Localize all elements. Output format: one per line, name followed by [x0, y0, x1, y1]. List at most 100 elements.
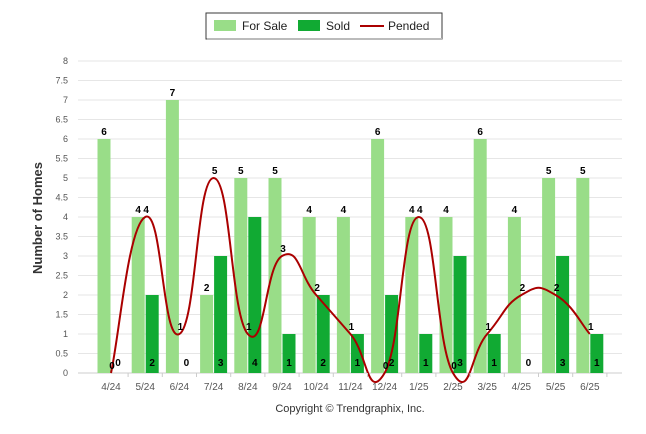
x-tick-label: 8/24 — [238, 382, 258, 393]
data-label-sold: 1 — [286, 358, 292, 369]
data-labels: 6042702354514241624143614053510415132104… — [101, 88, 600, 372]
y-tick-label: 0.5 — [55, 349, 68, 359]
data-label-for-sale: 4 — [135, 205, 141, 216]
data-label-sold: 1 — [491, 358, 497, 369]
pended-line — [110, 176, 591, 383]
y-tick-label: 2 — [63, 290, 68, 300]
bar-sold[interactable] — [487, 334, 501, 373]
data-label-for-sale: 7 — [170, 88, 176, 99]
data-label-pended: 1 — [588, 322, 594, 333]
y-tick-label: 1.5 — [55, 310, 68, 320]
x-tick-label: 9/24 — [272, 382, 292, 393]
legend[interactable]: For Sale Sold Pended — [205, 12, 443, 40]
data-label-pended: 2 — [314, 283, 320, 294]
y-tick-label: 3.5 — [55, 232, 68, 242]
data-label-pended: 4 — [143, 205, 149, 216]
y-tick-label: 4 — [63, 212, 68, 222]
bar-sold[interactable] — [214, 256, 228, 373]
data-label-sold: 0 — [184, 358, 190, 369]
bar-for-sale[interactable] — [165, 100, 179, 373]
data-label-pended: 5 — [212, 166, 218, 177]
legend-swatch — [298, 20, 320, 31]
x-tick-label: 1/25 — [409, 382, 429, 393]
bar-for-sale[interactable] — [200, 295, 214, 373]
data-label-sold: 1 — [423, 358, 429, 369]
data-label-sold: 3 — [457, 358, 463, 369]
data-label-pended: 1 — [246, 322, 252, 333]
legend-box — [205, 12, 443, 40]
x-tick-label: 6/24 — [170, 382, 190, 393]
y-tick-label: 2.5 — [55, 271, 68, 281]
legend-label: Sold — [326, 19, 350, 33]
data-label-for-sale: 5 — [238, 166, 244, 177]
bar-sold[interactable] — [556, 256, 570, 373]
y-tick-label: 4.5 — [55, 193, 68, 203]
bar-sold[interactable] — [248, 217, 262, 373]
bar-sold[interactable] — [282, 334, 296, 373]
bar-for-sale[interactable] — [507, 217, 521, 373]
data-label-pended: 0 — [451, 361, 457, 372]
x-tick-label: 2/25 — [443, 382, 463, 393]
y-tick-label: 6 — [63, 134, 68, 144]
bar-sold[interactable] — [385, 295, 399, 373]
y-tick-label: 8 — [63, 56, 68, 66]
bar-for-sale[interactable] — [336, 217, 350, 373]
data-label-sold: 2 — [149, 358, 155, 369]
y-tick-label: 5 — [63, 173, 68, 183]
legend-swatch — [214, 20, 236, 31]
legend-item[interactable]: Pended — [360, 19, 429, 33]
y-tick-label: 5.5 — [55, 154, 68, 164]
x-tick-label: 11/24 — [338, 382, 363, 393]
bar-sold[interactable] — [316, 295, 330, 373]
bar-for-sale[interactable] — [234, 178, 248, 373]
data-label-for-sale: 5 — [546, 166, 552, 177]
data-label-pended: 1 — [485, 322, 491, 333]
y-tick-label: 7.5 — [55, 76, 68, 86]
bar-sold[interactable] — [590, 334, 604, 373]
data-label-pended: 0 — [109, 361, 115, 372]
bar-for-sale[interactable] — [576, 178, 590, 373]
data-label-for-sale: 4 — [341, 205, 347, 216]
data-label-pended: 1 — [349, 322, 355, 333]
data-label-pended: 3 — [280, 244, 286, 255]
bar-for-sale[interactable] — [302, 217, 316, 373]
x-axis: 4/24 5/24 6/24 7/24 8/24 9/24 10/24 11/24 12/24 1… — [101, 373, 608, 393]
bar-for-sale[interactable] — [405, 217, 419, 373]
bar-for-sale[interactable] — [542, 178, 556, 373]
data-label-sold: 1 — [355, 358, 361, 369]
pended-series-line[interactable] — [110, 176, 591, 383]
x-tick-label: 7/24 — [204, 382, 224, 393]
data-label-for-sale: 6 — [477, 127, 483, 138]
data-label-for-sale: 5 — [580, 166, 586, 177]
bar-for-sale[interactable] — [131, 217, 145, 373]
data-label-for-sale: 4 — [512, 205, 518, 216]
x-tick-label: 12/24 — [372, 382, 397, 393]
data-label-sold: 3 — [218, 358, 224, 369]
legend-label: Pended — [388, 19, 429, 33]
bars — [97, 100, 604, 373]
y-tick-label: 7 — [63, 95, 68, 105]
y-tick-label: 3 — [63, 251, 68, 261]
legend-item[interactable]: For Sale — [214, 19, 288, 33]
bar-for-sale[interactable] — [97, 139, 111, 373]
data-label-for-sale: 5 — [272, 166, 278, 177]
legend-item[interactable]: Sold — [298, 19, 350, 33]
x-tick-label: 4/24 — [101, 382, 121, 393]
data-label-for-sale: 4 — [409, 205, 415, 216]
bar-for-sale[interactable] — [268, 178, 282, 373]
bar-sold[interactable] — [145, 295, 159, 373]
y-tick-label: 6.5 — [55, 115, 68, 125]
bar-for-sale[interactable] — [473, 139, 487, 373]
data-label-sold: 4 — [252, 358, 258, 369]
data-label-pended: 2 — [520, 283, 526, 294]
bar-sold[interactable] — [419, 334, 433, 373]
bar-sold[interactable] — [350, 334, 364, 373]
legend-shadow — [207, 38, 442, 40]
data-label-sold: 0 — [526, 358, 532, 369]
y-axis-label: Number of Homes — [30, 162, 45, 274]
data-label-pended: 1 — [178, 322, 184, 333]
bar-for-sale[interactable] — [371, 139, 385, 373]
bar-sold[interactable] — [453, 256, 467, 373]
x-tick-label: 5/25 — [546, 382, 566, 393]
